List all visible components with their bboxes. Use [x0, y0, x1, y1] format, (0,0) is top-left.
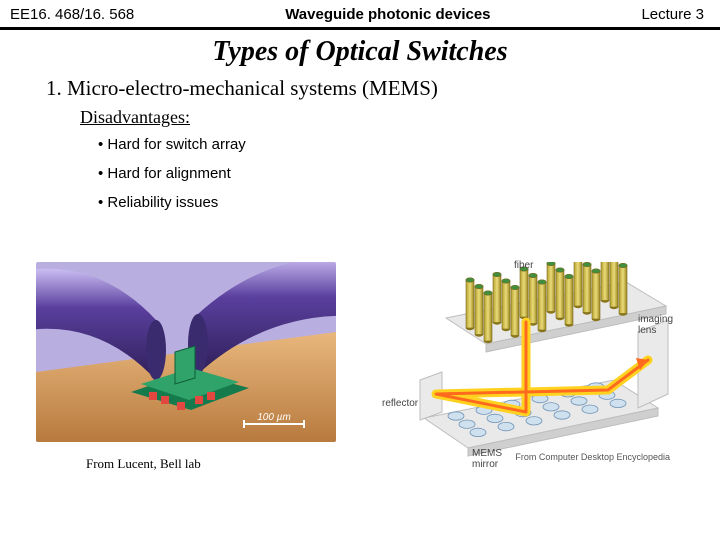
figure2-caption: From Computer Desktop Encyclopedia [515, 452, 670, 462]
slide-header: EE16. 468/16. 568 Waveguide photonic dev… [0, 0, 720, 27]
label-reflector: reflector [382, 398, 418, 409]
list-item-1: 1. Micro-electro-mechanical systems (MEM… [46, 76, 720, 101]
course-code: EE16. 468/16. 568 [10, 6, 134, 23]
schematic-svg [376, 262, 676, 472]
disadvantages-list: • Hard for switch array • Hard for align… [98, 136, 720, 211]
course-title: Waveguide photonic devices [134, 6, 641, 23]
header-rule [0, 27, 720, 30]
sem-image: 100 µm [36, 262, 336, 442]
sem-svg: 100 µm [36, 262, 336, 442]
slide-title: Types of Optical Switches [0, 36, 720, 68]
bullet: • Hard for alignment [98, 165, 720, 182]
figure-mems-sem: 100 µm From Lucent, Bell lab [36, 262, 346, 472]
slide: EE16. 468/16. 568 Waveguide photonic dev… [0, 0, 720, 540]
figure1-caption: From Lucent, Bell lab [86, 456, 346, 472]
label-fiber: fiber [514, 260, 533, 271]
disadvantages-heading: Disadvantages: [80, 107, 720, 128]
label-imaging-lens: imaging lens [638, 314, 673, 336]
bullet: • Reliability issues [98, 194, 720, 211]
label-mems-mirror: MEMS mirror [472, 448, 502, 470]
bullet: • Hard for switch array [98, 136, 720, 153]
scalebar-label: 100 µm [257, 412, 291, 423]
figure-row: 100 µm From Lucent, Bell lab [36, 262, 696, 492]
figure-mems-schematic: fiber imaging lens reflector MEMS mirror… [376, 262, 676, 472]
lecture-number: Lecture 3 [641, 6, 704, 23]
